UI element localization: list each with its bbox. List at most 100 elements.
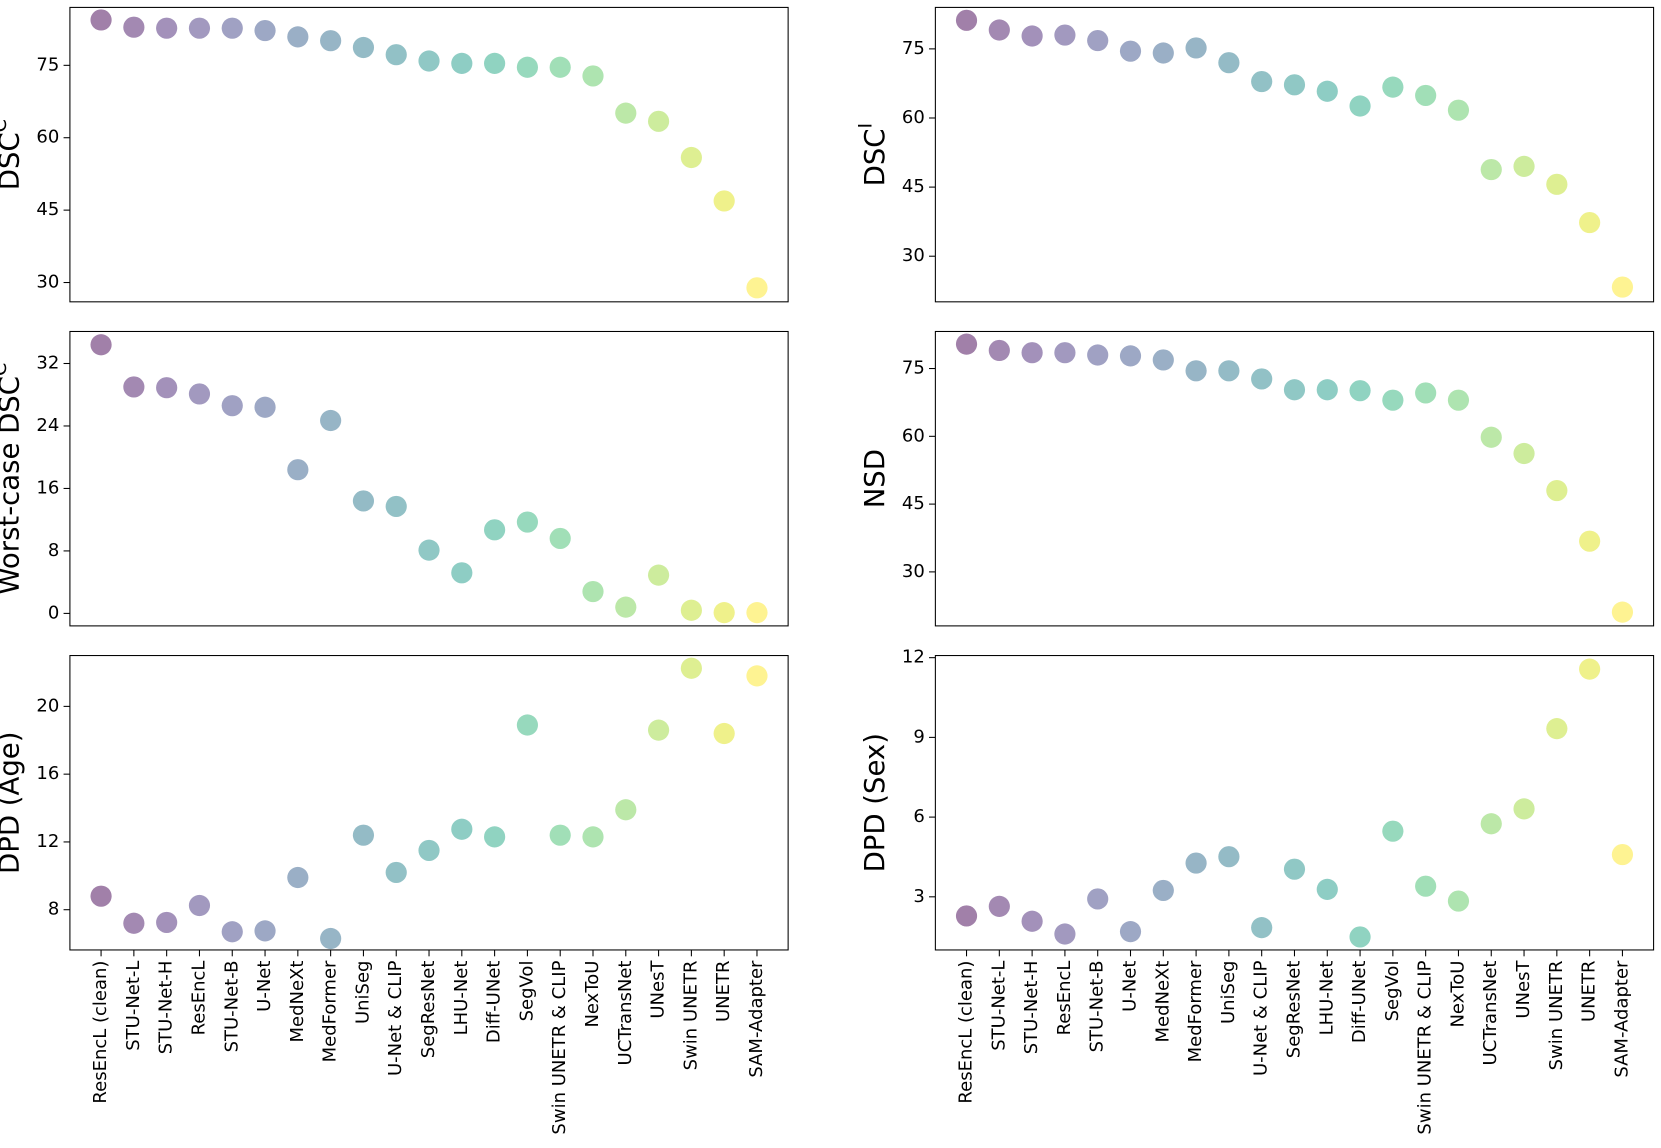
subplot: 3 6 9 12 ResEncL (clean) STU-Net-L STU-Net-H Re…	[859, 647, 1655, 1135]
x-tick-label: ResEncL (clean)	[956, 961, 977, 1104]
x-tick-label: STU-Net-L	[988, 961, 1009, 1051]
point	[352, 490, 375, 512]
point	[615, 102, 637, 124]
point	[1349, 926, 1371, 948]
point	[287, 26, 309, 48]
point	[188, 17, 211, 39]
point	[1513, 798, 1535, 820]
x-tick-label: MedNeXt	[1152, 961, 1173, 1043]
point	[287, 459, 309, 481]
point	[1251, 71, 1273, 93]
point	[1447, 890, 1470, 912]
point	[1480, 813, 1502, 835]
y-axis-label-main: DPD (Sex)	[859, 733, 891, 872]
point	[385, 44, 407, 66]
point	[1611, 276, 1634, 298]
point	[1579, 658, 1601, 680]
point	[188, 383, 211, 405]
y-tick-label: 12	[902, 647, 925, 668]
point	[582, 580, 604, 603]
point	[746, 602, 768, 624]
y-tick-label: 8	[48, 899, 59, 920]
x-tick-label: SAM-Adapter	[746, 960, 767, 1078]
point	[955, 905, 978, 927]
point	[1218, 846, 1240, 868]
point	[90, 9, 112, 31]
point	[647, 110, 670, 132]
point	[1415, 875, 1437, 897]
point	[1349, 380, 1371, 402]
point	[713, 722, 735, 745]
point	[385, 861, 407, 884]
plot-frame	[934, 330, 1655, 627]
y-axis-label: DSCC	[0, 119, 26, 190]
y-tick-label: 16	[36, 477, 59, 498]
point	[320, 409, 342, 432]
x-tick-label: U-Net & CLIP	[1251, 960, 1272, 1076]
point	[1316, 80, 1338, 102]
point	[352, 36, 375, 59]
x-tick-label: Diff-UNet	[1349, 961, 1370, 1044]
point	[484, 52, 506, 74]
point	[1611, 601, 1634, 623]
point	[1316, 379, 1338, 401]
y-axis-label: DSCI	[854, 123, 891, 186]
point	[484, 826, 506, 848]
x-tick-label: STU-Net-B	[1087, 961, 1108, 1053]
point	[647, 719, 670, 741]
point	[516, 714, 538, 736]
point	[418, 839, 440, 861]
y-tick-label: 45	[902, 176, 925, 197]
x-tick-label: U-Net	[1120, 961, 1141, 1012]
subplot: 30 45 60 75 NSD	[859, 330, 1655, 627]
point	[680, 657, 702, 679]
point	[516, 56, 538, 78]
point	[1283, 379, 1306, 401]
point	[385, 495, 407, 517]
point	[1119, 345, 1142, 367]
point	[549, 56, 571, 78]
x-tick-label: UNesT	[648, 960, 669, 1019]
point	[352, 824, 375, 846]
point	[254, 396, 276, 418]
point	[1546, 718, 1568, 740]
point	[1152, 349, 1174, 371]
subplot: 30 45 60 75 DSCC	[0, 6, 789, 303]
x-tick-label: Swin UNETR & CLIP	[1415, 960, 1436, 1134]
point	[516, 511, 538, 533]
y-axis-label: DPD (Age)	[0, 732, 26, 874]
y-tick-label: 24	[36, 415, 59, 436]
plot-frame	[69, 6, 789, 303]
point	[1087, 29, 1109, 52]
subplot: 30 45 60 75 DSCI	[854, 6, 1655, 303]
point	[1119, 921, 1142, 943]
point	[1054, 342, 1076, 364]
x-tick-label: U-Net & CLIP	[385, 960, 406, 1076]
point	[549, 527, 571, 550]
point	[549, 824, 571, 846]
point	[123, 376, 145, 398]
point	[713, 190, 735, 212]
y-axis-label-superscript: C	[0, 119, 11, 132]
x-tick-label: MedFormer	[320, 960, 341, 1062]
point	[1579, 530, 1601, 552]
x-tick-label: STU-Net-B	[221, 961, 242, 1053]
point	[1447, 389, 1470, 411]
point	[1349, 95, 1371, 117]
point	[451, 562, 473, 584]
point	[1579, 211, 1601, 234]
y-tick-label: 60	[902, 107, 925, 128]
x-tick-label: NexToU	[582, 961, 603, 1028]
y-tick-label: 8	[48, 540, 59, 561]
point	[1021, 25, 1043, 47]
point	[1480, 159, 1502, 181]
point	[221, 395, 243, 417]
x-tick-label: LHU-Net	[1316, 961, 1337, 1036]
point	[1218, 360, 1240, 382]
point	[647, 564, 670, 586]
y-tick-label: 3	[913, 886, 924, 907]
point	[156, 911, 178, 934]
x-tick-label: SegVol	[1382, 961, 1403, 1022]
point	[1185, 37, 1207, 59]
x-tick-label: UniSeg	[352, 961, 373, 1025]
